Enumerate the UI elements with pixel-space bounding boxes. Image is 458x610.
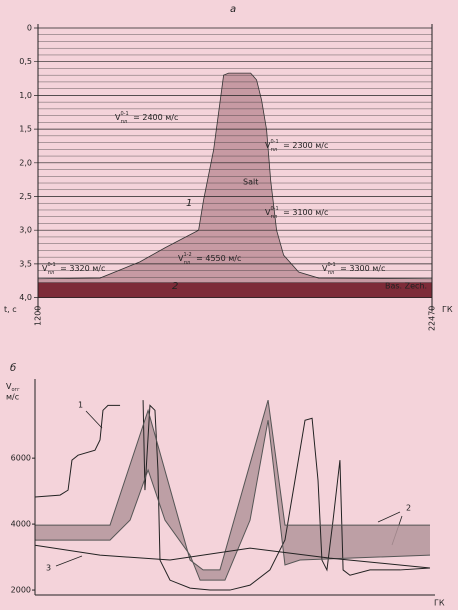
basal-layer — [38, 282, 432, 298]
y-tick-label: 4000 — [11, 520, 31, 529]
subscript: пл — [328, 270, 334, 276]
superscript: 1-2 — [183, 252, 191, 258]
curve — [34, 400, 431, 591]
curve-label: 2 — [406, 504, 411, 513]
curve-label: 1 — [78, 401, 83, 410]
y-tick-label: 2000 — [11, 586, 31, 595]
layer-label: Bas. Zech. — [385, 282, 427, 291]
superscript: 0-1 — [327, 262, 335, 268]
symbol: V — [265, 141, 271, 150]
curve — [35, 399, 430, 571]
subscript: пл — [121, 119, 127, 125]
superscript: 0-1 — [47, 262, 55, 268]
y-tick-label: 6000 — [11, 454, 31, 463]
y-tick-label: 1,5 — [19, 125, 32, 134]
y-tick-label: 2,5 — [19, 192, 32, 201]
symbol: V — [322, 264, 328, 273]
x-axis-label: ГК — [434, 599, 445, 608]
body-label: Salt — [243, 178, 258, 187]
symbol: V — [178, 254, 184, 263]
value-text: = 4550 м/с — [196, 254, 241, 263]
y-tick-label: 4,0 — [19, 293, 32, 302]
subscript: пл — [271, 214, 277, 220]
subscript: пл — [184, 260, 190, 266]
value-text: = 3320 м/с — [60, 264, 105, 273]
y-tick-label: 1,0 — [19, 91, 32, 100]
panel-label: а — [230, 4, 236, 15]
symbol: V — [265, 208, 271, 217]
velocity-annotation: V0-1 пл = 2300 м/с — [265, 139, 328, 153]
superscript: 0-1 — [270, 206, 278, 212]
velocity-annotation: V0-1 пл = 3300 м/с — [322, 262, 385, 276]
subscript: пл — [271, 147, 277, 153]
symbol: V — [6, 382, 12, 391]
value-text: = 3300 м/с — [340, 264, 385, 273]
x-tick-label: 1200 — [34, 306, 43, 326]
velocity-annotation: V1-2 пл = 4550 м/с — [178, 252, 241, 266]
value-text: = 3100 м/с — [283, 208, 328, 217]
x-axis-label: ГК — [442, 305, 453, 314]
curve-label: 2 — [172, 281, 178, 292]
subscript: пл — [48, 270, 54, 276]
x-tick-label: 22470 — [428, 306, 437, 331]
y-axis-label: t, с — [4, 305, 17, 314]
y-tick-label: 3,0 — [19, 226, 32, 235]
y-axis-label: Vогг — [6, 382, 20, 393]
salt-body — [37, 72, 433, 284]
subscript: огг — [11, 387, 20, 393]
y-tick-label: 0 — [27, 24, 32, 33]
y-tick-label: 2,0 — [19, 158, 32, 167]
symbol: V — [115, 113, 121, 122]
velocity-annotation: V0-1 пл = 2400 м/с — [115, 111, 178, 125]
curve — [34, 544, 431, 569]
velocity-annotation: V0-1 пл = 3320 м/с — [42, 262, 105, 276]
superscript: 0-1 — [270, 139, 278, 145]
panel-label: б — [10, 362, 16, 374]
y-tick-label: 0,5 — [19, 57, 32, 66]
curve — [35, 420, 431, 581]
velocity-annotation: V0-1 пл = 3100 м/с — [265, 206, 328, 220]
value-text: = 2400 м/с — [133, 113, 178, 122]
curve-label: 3 — [46, 564, 51, 573]
curve-label: 1 — [186, 198, 192, 209]
symbol: V — [42, 264, 48, 273]
superscript: 0-1 — [120, 111, 128, 117]
value-text: = 2300 м/с — [283, 141, 328, 150]
y-tick-label: 3,5 — [19, 259, 32, 268]
y-axis-unit: м/с — [6, 393, 19, 402]
